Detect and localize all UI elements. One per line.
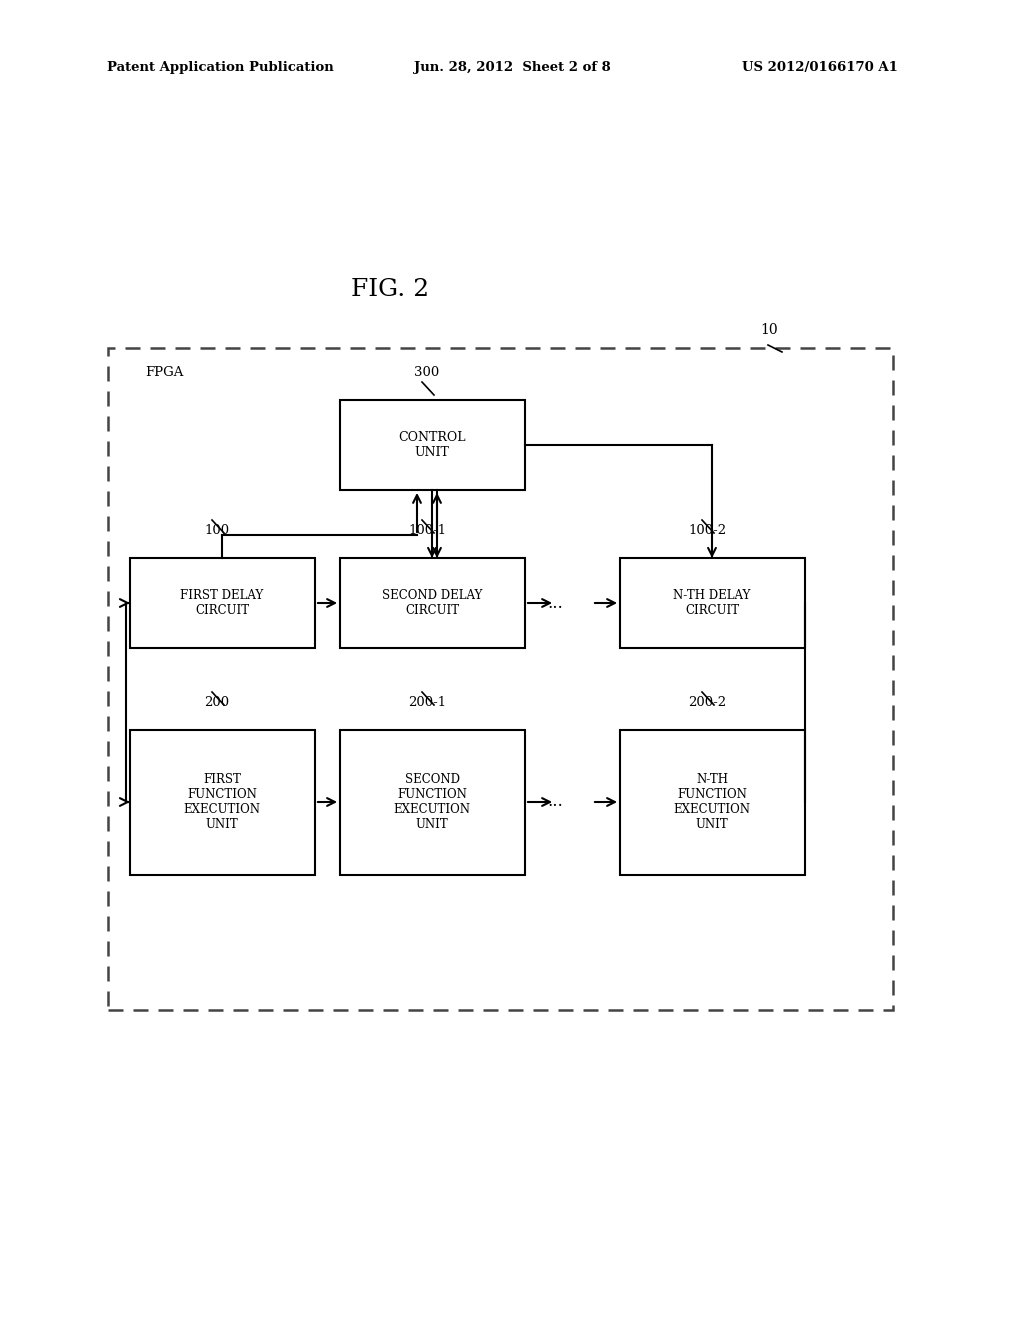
Text: 200-1: 200-1 [408,696,446,709]
Text: N-TH
FUNCTION
EXECUTION
UNIT: N-TH FUNCTION EXECUTION UNIT [674,774,751,832]
Text: Patent Application Publication: Patent Application Publication [106,62,334,74]
Text: FIRST DELAY
CIRCUIT: FIRST DELAY CIRCUIT [180,589,263,616]
Text: 10: 10 [760,323,777,337]
Bar [130,730,315,875]
Bar [620,558,805,648]
Text: 100-1: 100-1 [408,524,446,536]
Text: SECOND
FUNCTION
EXECUTION
UNIT: SECOND FUNCTION EXECUTION UNIT [393,774,470,832]
Bar [340,558,525,648]
Text: FPGA: FPGA [145,366,183,379]
Bar [130,558,315,648]
Text: 200: 200 [205,696,229,709]
Text: FIG. 2: FIG. 2 [351,279,429,301]
Text: 200-2: 200-2 [688,696,726,709]
Text: Jun. 28, 2012  Sheet 2 of 8: Jun. 28, 2012 Sheet 2 of 8 [414,62,610,74]
Text: SECOND DELAY
CIRCUIT: SECOND DELAY CIRCUIT [382,589,482,616]
Bar [340,400,525,490]
Text: 100-2: 100-2 [688,524,726,536]
Bar [620,730,805,875]
Text: ...: ... [547,793,563,810]
Text: 300: 300 [415,366,439,379]
Text: N-TH DELAY
CIRCUIT: N-TH DELAY CIRCUIT [674,589,751,616]
Text: US 2012/0166170 A1: US 2012/0166170 A1 [742,62,898,74]
Bar [108,348,893,1010]
Text: 100: 100 [205,524,229,536]
Text: ...: ... [547,594,563,611]
Text: FIRST
FUNCTION
EXECUTION
UNIT: FIRST FUNCTION EXECUTION UNIT [183,774,260,832]
Text: CONTROL
UNIT: CONTROL UNIT [398,432,466,459]
Bar [340,730,525,875]
